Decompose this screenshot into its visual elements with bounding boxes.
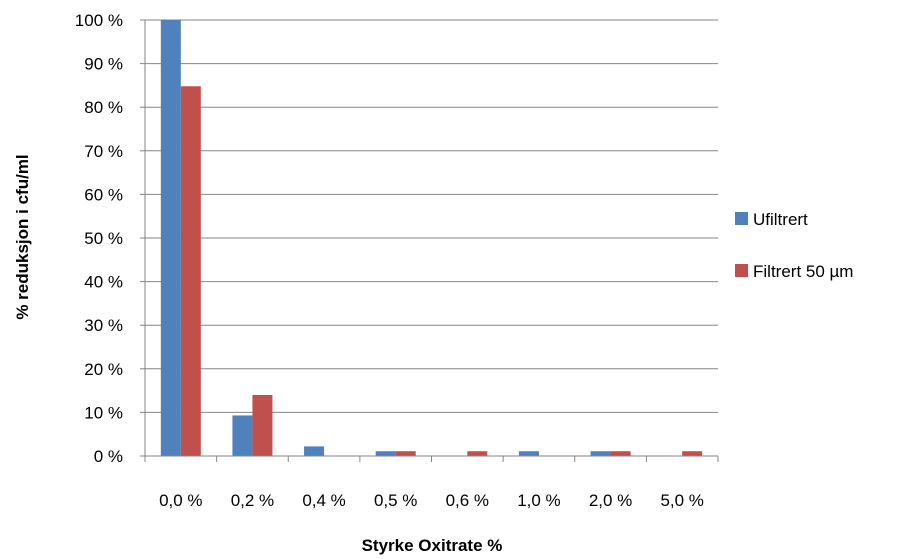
bar-ufiltrert-2 xyxy=(304,446,325,456)
x-tick-label: 0,4 % xyxy=(302,491,345,510)
bar-ufiltrert-6 xyxy=(590,451,611,456)
y-tick-label: 40 % xyxy=(84,273,123,292)
legend-swatch xyxy=(735,264,748,277)
y-tick-label: 50 % xyxy=(84,229,123,248)
legend-label: Ufiltrert xyxy=(753,210,808,229)
bar-filtrert-50-m-4 xyxy=(467,451,488,456)
bar-ufiltrert-5 xyxy=(518,451,539,456)
x-tick-label: 0,5 % xyxy=(374,491,417,510)
bar-ufiltrert-1 xyxy=(232,415,253,456)
bars xyxy=(160,20,703,456)
bar-filtrert-50-m-7 xyxy=(682,451,703,456)
y-tick-label: 60 % xyxy=(84,185,123,204)
y-tick-label: 20 % xyxy=(84,360,123,379)
x-axis-title: Styrke Oxitrate % xyxy=(362,536,503,555)
y-tick-label: 70 % xyxy=(84,142,123,161)
y-tick-label: 90 % xyxy=(84,55,123,74)
bar-ufiltrert-0 xyxy=(160,20,181,456)
bar-ufiltrert-3 xyxy=(375,451,396,456)
y-tick-label: 10 % xyxy=(84,403,123,422)
bar-filtrert-50-m-6 xyxy=(610,451,631,456)
axes xyxy=(140,19,719,462)
x-tick-labels: 0,0 % 0,2 % 0,4 % 0,5 % 0,6 % 1,0 % 2,0 % 5,0 % xyxy=(159,491,704,510)
bar-filtrert-50-m-3 xyxy=(395,451,416,456)
bar-filtrert-50-m-0 xyxy=(180,86,201,456)
legend: Ufiltrert Filtrert 50 µm xyxy=(735,210,853,281)
x-tick-label: 0,6 % xyxy=(446,491,489,510)
gridlines xyxy=(145,19,718,413)
x-tick-label: 5,0 % xyxy=(660,491,703,510)
y-tick-label: 0 % xyxy=(94,447,123,466)
x-tick-label: 0,0 % xyxy=(159,491,202,510)
legend-swatch xyxy=(735,212,748,225)
x-tick-label: 0,2 % xyxy=(231,491,274,510)
legend-label: Filtrert 50 µm xyxy=(753,262,853,281)
x-tick-label: 1,0 % xyxy=(517,491,560,510)
y-axis-title: % reduksjon i cfu/ml xyxy=(13,154,32,319)
bar-filtrert-50-m-1 xyxy=(252,394,273,456)
y-tick-label: 100 % xyxy=(75,11,123,30)
y-tick-label: 80 % xyxy=(84,98,123,117)
x-tick-label: 2,0 % xyxy=(589,491,632,510)
y-tick-label: 30 % xyxy=(84,316,123,335)
y-tick-labels: 0 % 10 % 20 % 30 % 40 % 50 % 60 % 70 % 80 % 90 % 1… xyxy=(75,11,123,466)
